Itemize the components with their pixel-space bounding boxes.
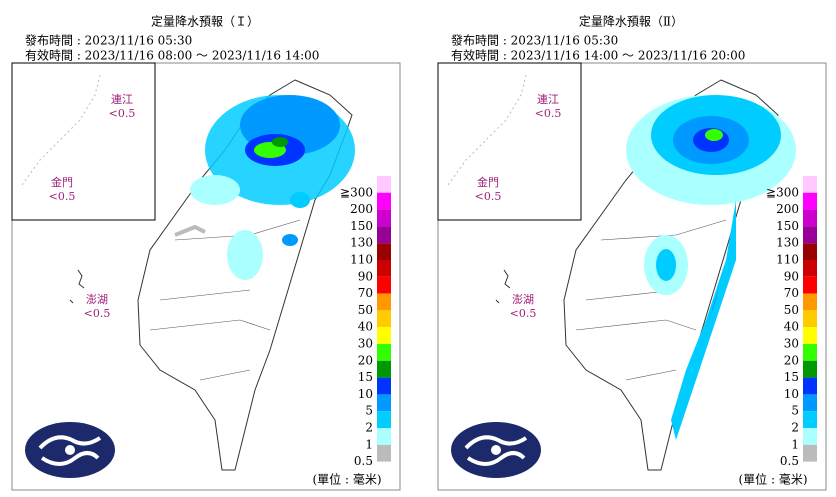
- legend-swatch: [377, 176, 391, 193]
- legend-label: 0.5: [354, 454, 373, 468]
- legend-label: 40: [358, 320, 373, 334]
- legend-swatch: [803, 226, 817, 244]
- legend-label: 2: [365, 421, 373, 435]
- legend-label: 15: [358, 370, 373, 384]
- issue-time: 發布時間 : 2023/11/16 05:30: [25, 33, 192, 48]
- legend-label: 110: [776, 253, 799, 267]
- legend-label: 90: [784, 269, 799, 283]
- valid-time: 有效時間 : 2023/11/16 14:00 ～ 2023/11/16 20:…: [451, 48, 745, 63]
- legend-swatch: [377, 209, 391, 227]
- legend-label: 1: [365, 437, 373, 451]
- panel-1: [12, 63, 400, 490]
- place-label: 金門: [51, 175, 73, 189]
- legend-label: 30: [358, 337, 373, 351]
- place-value: <0.5: [510, 307, 537, 320]
- legend-label: 50: [358, 303, 373, 317]
- legend-swatch: [377, 310, 391, 328]
- legend-label: 20: [784, 353, 799, 367]
- legend-swatch: [803, 310, 817, 328]
- legend-swatch: [377, 360, 391, 378]
- legend-swatch: [803, 192, 817, 210]
- place-value: <0.5: [535, 107, 562, 120]
- place-value: <0.5: [84, 307, 111, 320]
- legend-label: ≧300: [340, 185, 373, 199]
- legend-swatch: [377, 411, 391, 428]
- legend-swatch: [803, 327, 817, 344]
- legend-label: 130: [350, 236, 373, 250]
- legend-swatch: [803, 209, 817, 227]
- unit-label: (單位 : 毫米): [312, 472, 381, 487]
- legend-label: 200: [350, 202, 373, 216]
- legend-label: 2: [791, 421, 799, 435]
- legend-swatch: [803, 394, 817, 412]
- legend-label: 10: [784, 387, 799, 401]
- legend-swatch: [377, 344, 391, 361]
- legend-label: 5: [791, 404, 799, 418]
- legend-label: 130: [776, 236, 799, 250]
- legend-label: ≧300: [766, 185, 799, 199]
- issue-time: 發布時間 : 2023/11/16 05:30: [451, 33, 618, 48]
- legend-label: 1: [791, 437, 799, 451]
- legend-swatch: [803, 176, 817, 193]
- place-value: <0.5: [475, 190, 502, 203]
- legend-label: 70: [358, 286, 373, 300]
- legend-swatch: [803, 444, 817, 462]
- legend-swatch: [377, 192, 391, 210]
- legend-label: 20: [358, 353, 373, 367]
- panel-2: [438, 63, 826, 490]
- legend-label: 5: [365, 404, 373, 418]
- place-label: 連江: [537, 92, 559, 106]
- legend-swatch: [377, 293, 391, 311]
- legend-swatch: [803, 243, 817, 260]
- legend-swatch: [803, 344, 817, 361]
- legend-swatch: [803, 411, 817, 428]
- legend-swatch: [803, 293, 817, 311]
- legend-label: 110: [350, 253, 373, 267]
- legend-swatch: [377, 444, 391, 462]
- legend-swatch: [803, 276, 817, 294]
- legend-swatch: [377, 276, 391, 294]
- legend-label: 200: [776, 202, 799, 216]
- legend-swatch: [803, 360, 817, 378]
- valid-time: 有效時間 : 2023/11/16 08:00 ～ 2023/11/16 14:…: [25, 48, 319, 63]
- legend-label: 90: [358, 269, 373, 283]
- legend-swatch: [803, 377, 817, 395]
- legend-label: 10: [358, 387, 373, 401]
- legend-label: 40: [784, 320, 799, 334]
- legend-label: 30: [784, 337, 799, 351]
- legend-swatch: [377, 226, 391, 244]
- place-label: 澎湖: [512, 293, 534, 306]
- legend-swatch: [803, 260, 817, 277]
- legend-swatch: [377, 327, 391, 344]
- panel-title: 定量降水預報（Ⅱ）: [579, 14, 683, 29]
- panel-title: 定量降水預報（Ｉ）: [151, 14, 259, 29]
- legend-label: 50: [784, 303, 799, 317]
- legend-label: 15: [784, 370, 799, 384]
- legend-swatch: [803, 428, 817, 445]
- place-value: <0.5: [49, 190, 76, 203]
- legend-swatch: [377, 243, 391, 260]
- legend-swatch: [377, 428, 391, 445]
- legend-label: 0.5: [780, 454, 799, 468]
- unit-label: (單位 : 毫米): [738, 472, 807, 487]
- place-label: 澎湖: [86, 293, 108, 306]
- legend-swatch: [377, 260, 391, 277]
- legend-swatch: [377, 394, 391, 412]
- place-label: 連江: [111, 92, 133, 106]
- place-label: 金門: [477, 175, 499, 189]
- legend-label: 70: [784, 286, 799, 300]
- legend-label: 150: [350, 219, 373, 233]
- place-value: <0.5: [109, 107, 136, 120]
- legend-label: 150: [776, 219, 799, 233]
- legend-swatch: [377, 377, 391, 395]
